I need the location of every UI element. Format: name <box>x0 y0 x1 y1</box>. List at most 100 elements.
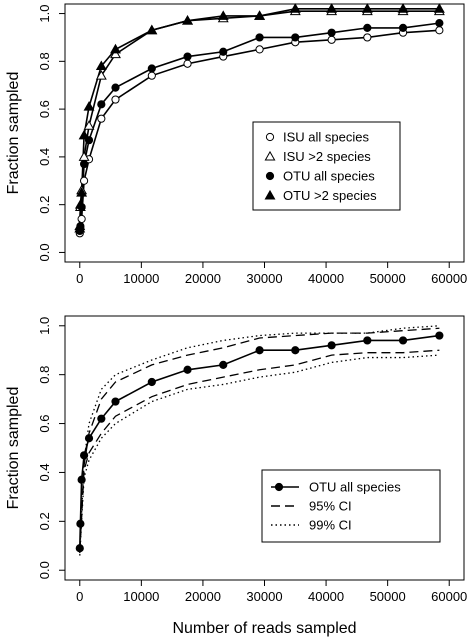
x-tick-label: 30000 <box>246 589 282 604</box>
y-tick-label: 0.0 <box>37 243 52 261</box>
series-1-point <box>79 451 89 460</box>
series-1-point <box>327 341 336 350</box>
legend-label: OTU all species <box>309 480 401 495</box>
series-1-point <box>183 365 192 374</box>
y-tick-label: 0.8 <box>37 52 52 70</box>
series-4-point <box>326 3 338 13</box>
legend-label: 99% CI <box>309 518 352 533</box>
series-3-point <box>435 19 444 28</box>
series-2-point <box>95 70 107 80</box>
series-4-point <box>397 3 409 13</box>
series-1-point <box>77 214 86 224</box>
series-3-point <box>147 64 156 73</box>
series-1-point <box>97 414 106 423</box>
series-3-point <box>97 100 106 109</box>
series-4-point <box>146 24 158 35</box>
x-tick-label: 50000 <box>370 271 406 286</box>
x-tick-label: 10000 <box>123 271 159 286</box>
series-3-point <box>111 83 120 92</box>
series-3-upper-line <box>79 325 440 554</box>
series-1-point <box>363 33 372 42</box>
series-1-point <box>363 336 372 345</box>
legend: OTU all species 95% CI 99% CI <box>261 469 441 543</box>
x-tick-label: 20000 <box>185 589 221 604</box>
x-axis-title: Number of reads sampled <box>172 620 356 637</box>
legend: ISU all species ISU >2 species OTU all spe… <box>252 121 401 211</box>
y-tick-label: 0.6 <box>37 415 52 433</box>
series-1-point <box>219 360 228 369</box>
y-tick-label: 0.6 <box>37 100 52 118</box>
legend-label: OTU all species <box>283 169 375 184</box>
series-4-point <box>254 10 266 20</box>
series-1-point <box>111 95 120 104</box>
series-1-point <box>255 45 264 54</box>
series-3-point <box>291 33 300 42</box>
x-tick-label: 10000 <box>123 589 159 604</box>
series-1-point <box>147 71 156 80</box>
series-1-line <box>78 29 440 234</box>
legend-label: ISU >2 species <box>283 149 371 164</box>
series-2-point <box>83 120 95 130</box>
legend-label: 95% CI <box>309 499 352 514</box>
series-1-point <box>75 544 84 553</box>
series-1-line <box>78 334 440 549</box>
series-1-point <box>79 176 89 185</box>
series-4-point <box>433 3 445 13</box>
series-4-point <box>74 220 86 231</box>
series-4-point <box>76 187 88 197</box>
y-tick-label: 0.2 <box>37 196 52 214</box>
series-1-point <box>97 114 106 123</box>
y-tick-label: 0.4 <box>37 148 52 166</box>
series-3-point <box>398 23 408 32</box>
series-1-point <box>77 475 86 484</box>
x-tick-label: 0 <box>76 271 83 286</box>
x-tick-label: 20000 <box>185 271 221 286</box>
chart-panel-2: 0 10000 20000 30000 40000 50000 60000 0.0 0.2 0.4… <box>5 315 467 637</box>
x-tick-label: 30000 <box>246 271 282 286</box>
series-1-point <box>183 59 192 68</box>
y-tick-label: 1.0 <box>37 317 52 335</box>
series-1-point <box>111 397 120 406</box>
series-4-point <box>95 60 107 71</box>
series-4-point <box>110 43 121 54</box>
y-tick-label: 1.0 <box>37 5 52 23</box>
series-2-lower-line <box>79 349 440 551</box>
series-3-point <box>79 159 89 169</box>
series-3-lower-line <box>79 354 440 556</box>
series-1-point <box>76 519 85 528</box>
series-3-point <box>255 33 264 42</box>
series-1-point <box>84 434 94 443</box>
series-3-point <box>219 47 228 56</box>
series-1-point <box>255 346 264 355</box>
series-2-point <box>110 48 121 59</box>
y-tick-label: 0.0 <box>37 561 52 579</box>
y-axis-title: Fraction sampled <box>5 72 22 195</box>
series-3-point <box>327 28 336 37</box>
x-tick-label: 60000 <box>431 271 467 286</box>
series-4-point <box>83 101 95 111</box>
series-1-point <box>398 336 408 345</box>
x-tick-label: 40000 <box>308 271 344 286</box>
series-4-point <box>78 129 90 140</box>
series-1-point <box>327 35 336 44</box>
series-4-point <box>182 15 193 25</box>
series-1-point <box>291 346 300 355</box>
legend-marker <box>264 150 276 161</box>
x-tick-label: 50000 <box>370 589 406 604</box>
series-1-point <box>435 26 444 35</box>
legend-label: OTU >2 species <box>283 188 377 203</box>
y-tick-label: 0.2 <box>37 512 52 530</box>
series-4-point <box>217 10 229 20</box>
x-tick-label: 60000 <box>431 589 467 604</box>
legend-marker <box>265 171 275 181</box>
series-1-point <box>435 331 444 340</box>
legend-box <box>252 121 401 211</box>
series-3-point <box>183 52 192 61</box>
series-4-point <box>74 199 86 209</box>
x-tick-label: 0 <box>76 589 83 604</box>
series-1-point <box>147 377 156 387</box>
legend-marker <box>265 132 275 142</box>
legend-marker <box>264 189 276 200</box>
legend-label: ISU all species <box>283 130 369 145</box>
